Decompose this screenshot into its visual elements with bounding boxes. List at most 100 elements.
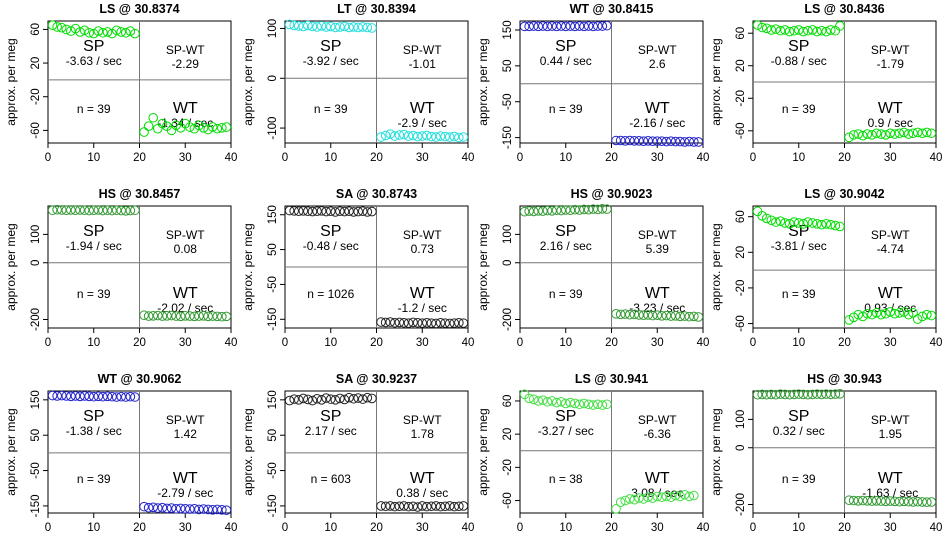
data-point <box>458 132 469 142</box>
sp-label: SP <box>83 223 104 240</box>
data-point <box>538 206 548 216</box>
data-point <box>403 131 414 141</box>
data-point <box>185 311 195 321</box>
data-point <box>385 317 396 327</box>
data-point <box>312 393 322 404</box>
data-point <box>298 393 309 404</box>
x-tick-label: 0 <box>750 337 756 349</box>
data-point <box>440 501 450 512</box>
data-point <box>922 497 932 508</box>
spwt-value-label: -2.29 <box>172 57 200 71</box>
data-point <box>634 493 644 503</box>
y-tick-label: 150 <box>502 20 514 39</box>
data-point <box>98 391 108 402</box>
data-point <box>638 310 649 321</box>
data-point <box>157 502 168 513</box>
data-point <box>835 221 845 232</box>
data-point <box>61 24 72 35</box>
x-tick-label: 0 <box>282 522 288 534</box>
data-point <box>903 129 914 139</box>
data-point <box>890 129 900 139</box>
n-label: n = 39 <box>77 472 111 486</box>
data-point <box>542 396 553 407</box>
spwt-value-label: -4.74 <box>877 242 905 256</box>
data-point <box>93 205 104 215</box>
sp-rate-label: 0.44 / sec <box>540 54 592 68</box>
y-axis-label: approx. per meg <box>709 38 723 125</box>
chart-title: WT @ 30.9062 <box>98 372 182 386</box>
sp-rate-label: -0.88 / sec <box>771 54 827 68</box>
data-point <box>189 503 200 514</box>
wt-label: WT <box>878 470 903 487</box>
x-tick-label: 40 <box>225 337 237 349</box>
y-tick-label: -50 <box>267 276 279 293</box>
wt-label: WT <box>878 100 903 117</box>
data-point <box>325 206 336 217</box>
data-point <box>812 219 822 229</box>
data-point <box>385 129 396 139</box>
chart-panel: LS @ 30.8374 approx. per meg 60 20 -20 -60 0 10… <box>0 0 237 180</box>
data-point <box>422 317 432 328</box>
x-tick-label: 0 <box>282 152 288 164</box>
data-point <box>821 26 831 37</box>
data-point <box>547 21 557 31</box>
data-point <box>771 389 781 400</box>
x-tick-label: 10 <box>792 337 805 349</box>
x-tick-label: 40 <box>225 152 237 164</box>
y-tick-label: -150 <box>30 494 42 517</box>
data-point <box>643 136 653 146</box>
data-point <box>293 395 304 405</box>
data-point <box>894 128 905 139</box>
data-point <box>203 504 213 515</box>
data-point <box>816 389 827 400</box>
data-point <box>766 215 777 226</box>
data-point <box>116 205 126 216</box>
data-point <box>848 312 859 323</box>
data-point <box>670 136 681 147</box>
n-label: n = 1026 <box>307 287 354 301</box>
data-point <box>412 502 423 512</box>
data-point <box>111 392 122 402</box>
data-point <box>148 311 159 321</box>
sp-rate-label: -3.92 / sec <box>303 54 359 68</box>
chart-title: SA @ 30.9237 <box>336 372 417 386</box>
data-point <box>153 503 163 513</box>
data-point <box>867 130 877 140</box>
data-point <box>56 22 67 33</box>
data-point <box>903 496 914 507</box>
data-point <box>661 136 672 147</box>
data-point <box>899 127 909 138</box>
data-point <box>362 22 373 33</box>
data-point <box>615 135 626 146</box>
x-tick-label: 40 <box>930 522 942 534</box>
data-point <box>376 132 386 142</box>
data-point <box>775 389 786 399</box>
chart-panel: LS @ 30.8436 approx. per meg 60 20 -20 -60 0 10… <box>705 0 942 180</box>
data-point <box>798 26 809 37</box>
data-point <box>533 396 544 406</box>
spwt-label: SP-WT <box>166 228 205 242</box>
data-point <box>803 217 813 227</box>
data-point <box>357 206 368 217</box>
data-point <box>449 318 460 328</box>
data-point <box>212 311 223 322</box>
chart-title: LS @ 30.9042 <box>804 187 884 201</box>
data-point <box>876 496 886 506</box>
data-point <box>652 310 663 321</box>
x-tick-label: 40 <box>462 522 474 534</box>
data-point <box>102 27 113 37</box>
data-point <box>321 206 331 217</box>
data-point <box>344 22 354 33</box>
data-point <box>620 136 631 146</box>
data-point <box>556 205 566 216</box>
data-point <box>171 311 181 321</box>
data-point <box>166 310 177 321</box>
data-point <box>597 400 608 410</box>
data-point <box>284 205 295 216</box>
data-point <box>611 309 621 319</box>
data-point <box>88 205 99 216</box>
chart-panel: SA @ 30.8743 approx. per meg 150 50 -50 -150 0… <box>237 185 474 365</box>
x-tick-label: 0 <box>517 152 523 164</box>
data-point <box>367 393 377 404</box>
y-tick-label: -20 <box>30 88 42 105</box>
